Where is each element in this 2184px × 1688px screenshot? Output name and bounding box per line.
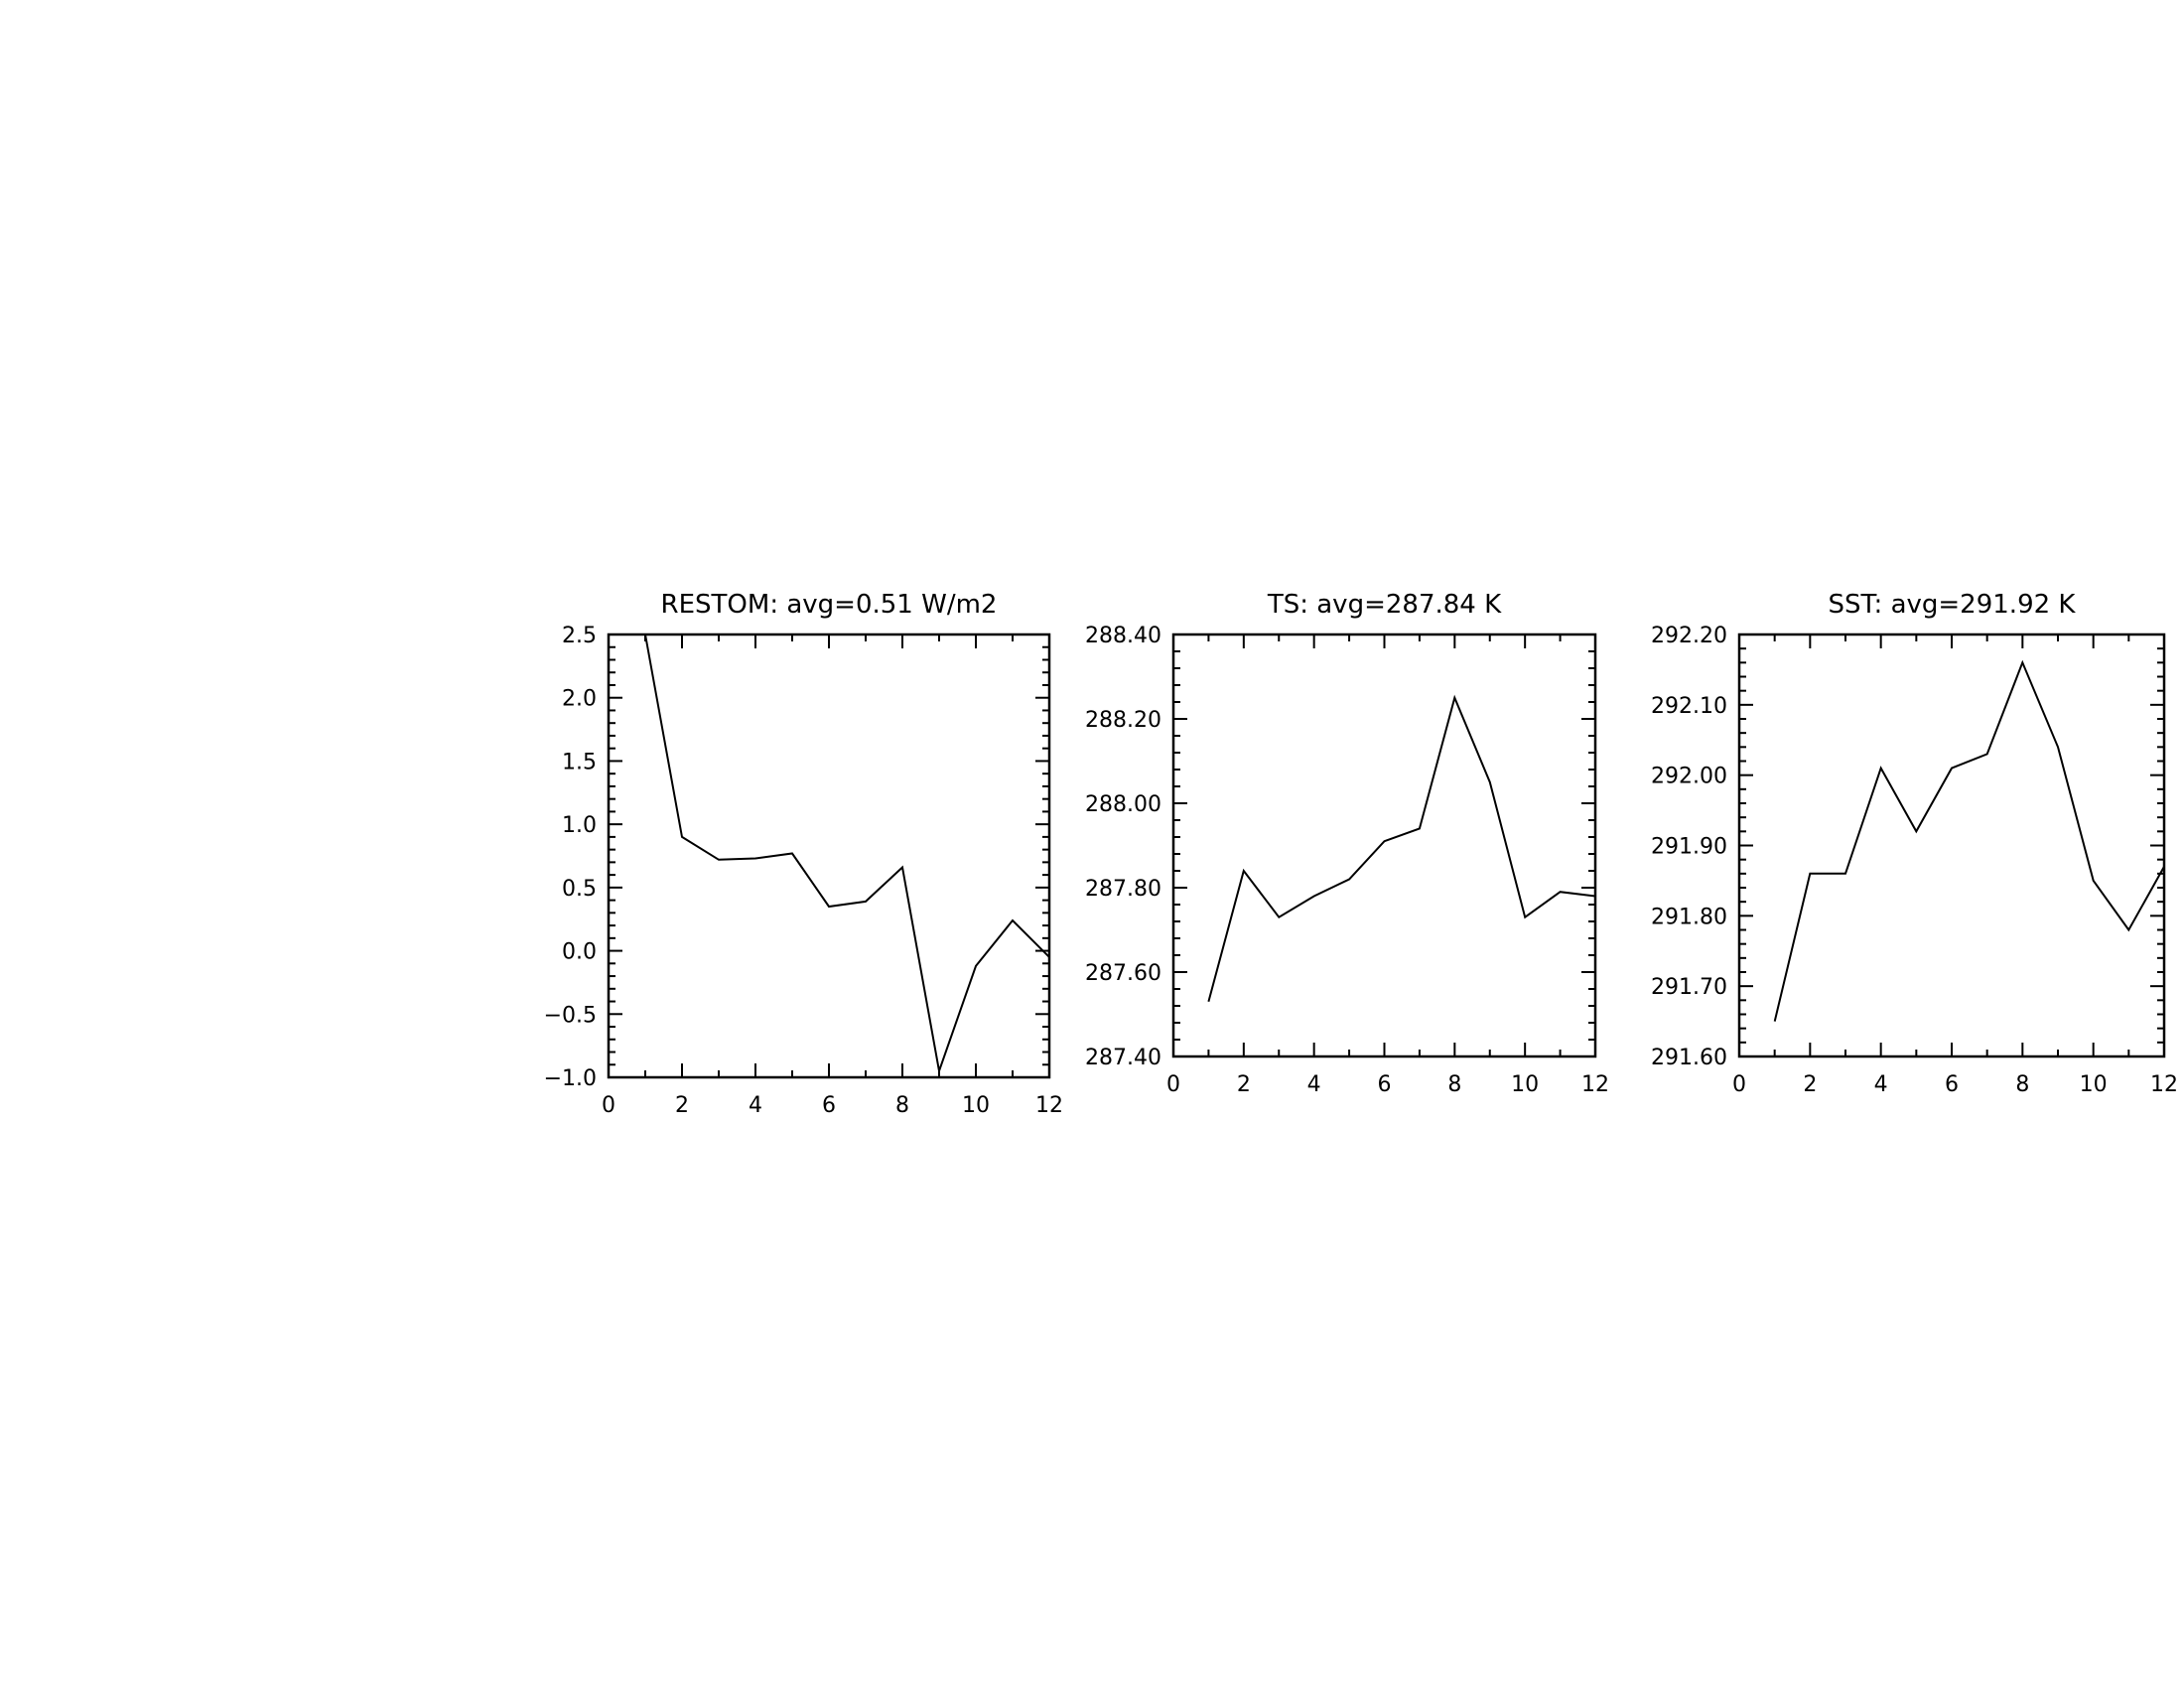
data-point xyxy=(974,964,978,968)
data-point xyxy=(1418,827,1422,831)
chart-title: TS: avg=287.84 K xyxy=(1267,590,1502,620)
data-point xyxy=(1011,918,1015,922)
plot-frame xyxy=(1737,633,2166,1058)
y-tick-label: −0.5 xyxy=(544,1003,597,1028)
x-tick-label: 0 xyxy=(1166,1072,1180,1097)
data-point xyxy=(1808,872,1812,876)
series-line xyxy=(1773,659,2165,1022)
data-point xyxy=(2056,745,2060,749)
series-line xyxy=(1207,694,1596,1003)
x-tick-label: 8 xyxy=(2015,1072,2029,1097)
x-tick-label: 0 xyxy=(602,1093,615,1118)
data-point xyxy=(864,900,868,904)
y-tick-label: 0.0 xyxy=(562,940,597,965)
y-tick-label: 288.20 xyxy=(1085,708,1161,733)
x-tick-label: 6 xyxy=(1378,1072,1392,1097)
data-point xyxy=(1914,829,1918,833)
x-tick-label: 4 xyxy=(1874,1072,1888,1097)
data-point xyxy=(1773,1020,1777,1024)
x-tick-label: 12 xyxy=(1581,1072,1609,1097)
y-tick-label: −1.0 xyxy=(544,1066,597,1091)
x-tick-label: 12 xyxy=(2150,1072,2178,1097)
data-point xyxy=(1242,869,1246,873)
data-point xyxy=(1879,767,1883,771)
data-point xyxy=(1047,955,1051,959)
x-tick-label: 4 xyxy=(1307,1072,1321,1097)
data-point xyxy=(827,905,831,909)
plot-frame xyxy=(607,633,1051,1079)
data-point xyxy=(1843,872,1847,876)
y-tick-label: 287.40 xyxy=(1085,1046,1161,1070)
data-point xyxy=(1452,696,1456,700)
y-tick-label: 2.5 xyxy=(562,624,597,648)
y-tick-label: 1.0 xyxy=(562,813,597,838)
data-point xyxy=(2020,660,2024,664)
y-tick-label: 287.60 xyxy=(1085,961,1161,986)
y-tick-label: 291.90 xyxy=(1651,835,1727,860)
data-point xyxy=(937,1069,941,1073)
y-tick-label: 288.40 xyxy=(1085,624,1161,648)
data-point xyxy=(717,858,721,862)
plot-frame xyxy=(1171,633,1597,1058)
data-point xyxy=(1593,895,1597,899)
y-tick-label: 1.5 xyxy=(562,750,597,774)
data-point xyxy=(2126,928,2130,932)
data-point xyxy=(1312,895,1316,899)
data-point xyxy=(643,633,647,636)
data-point xyxy=(2162,865,2166,869)
x-tick-label: 12 xyxy=(1035,1093,1063,1118)
y-tick-label: 2.0 xyxy=(562,687,597,712)
y-tick-label: 291.60 xyxy=(1651,1046,1727,1070)
x-tick-label: 0 xyxy=(1732,1072,1746,1097)
data-point xyxy=(1383,839,1387,843)
data-point xyxy=(900,865,904,869)
x-tick-label: 2 xyxy=(1803,1072,1817,1097)
panel-ts: TS: avg=287.84 K 0 2 4 6 8 10 12 287.40 287.60 28… xyxy=(1085,590,1609,1097)
chart-title: RESTOM: avg=0.51 W/m2 xyxy=(661,590,998,620)
x-tick-label: 2 xyxy=(1237,1072,1251,1097)
series-line xyxy=(644,633,1050,1075)
y-tick-label: 0.5 xyxy=(562,877,597,902)
x-tick-label: 10 xyxy=(1511,1072,1539,1097)
x-tick-label: 8 xyxy=(1447,1072,1461,1097)
x-tick-label: 8 xyxy=(895,1093,909,1118)
panel-sst: SST: avg=291.92 K 0 2 4 6 8 10 12 291.60 291.70 2… xyxy=(1651,590,2178,1097)
x-tick-label: 4 xyxy=(749,1093,762,1118)
x-tick-label: 2 xyxy=(675,1093,689,1118)
data-point xyxy=(1523,915,1527,919)
data-point xyxy=(790,851,794,855)
panel-restom: RESTOM: avg=0.51 W/m2 0 2 4 6 8 10 12 −1.0 −0.5 0… xyxy=(544,590,1063,1118)
y-tick-label: 291.80 xyxy=(1651,905,1727,929)
data-point xyxy=(1206,1000,1210,1004)
x-tick-label: 10 xyxy=(962,1093,990,1118)
y-tick-label: 292.00 xyxy=(1651,765,1727,789)
y-tick-label: 292.10 xyxy=(1651,694,1727,719)
data-point xyxy=(753,857,757,861)
data-point xyxy=(2092,879,2096,883)
y-tick-label: 287.80 xyxy=(1085,877,1161,902)
data-point xyxy=(1277,915,1281,919)
data-point xyxy=(1985,752,1989,756)
y-tick-label: 291.70 xyxy=(1651,975,1727,1000)
x-tick-label: 6 xyxy=(1945,1072,1959,1097)
data-point xyxy=(1950,767,1954,771)
chart-title: SST: avg=291.92 K xyxy=(1829,590,2077,620)
x-tick-label: 6 xyxy=(822,1093,836,1118)
y-tick-label: 288.00 xyxy=(1085,792,1161,817)
data-point xyxy=(680,835,684,839)
data-point xyxy=(1347,878,1351,882)
y-tick-label: 292.20 xyxy=(1651,624,1727,648)
x-tick-label: 10 xyxy=(2080,1072,2108,1097)
data-point xyxy=(1559,890,1563,894)
data-point xyxy=(1488,780,1492,784)
